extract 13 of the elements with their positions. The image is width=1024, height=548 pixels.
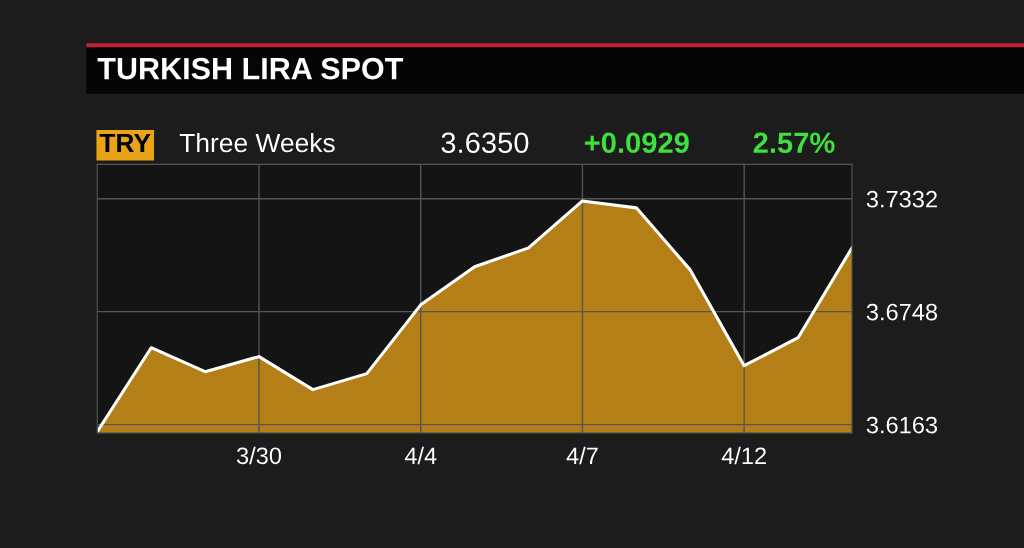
y-tick-label: 3.7332 <box>866 190 937 208</box>
text: 3.6350 <box>441 132 529 154</box>
text: 2.57% <box>753 132 835 154</box>
x-tick-label: 4/4 <box>404 446 437 465</box>
chart-subtitle: Three Weeks <box>179 132 335 153</box>
chart-title: TURKISH LIRA SPOT <box>97 57 404 80</box>
text: +0.0929 <box>584 132 689 154</box>
y-tick-label: 3.6748 <box>866 303 938 321</box>
x-tick-label: 3/30 <box>236 446 282 465</box>
x-tick-label: 4/7 <box>566 446 598 465</box>
text: TRY <box>99 133 151 153</box>
y-tick-label: 3.6163 <box>866 416 938 434</box>
x-tick-label: 4/12 <box>721 446 766 465</box>
